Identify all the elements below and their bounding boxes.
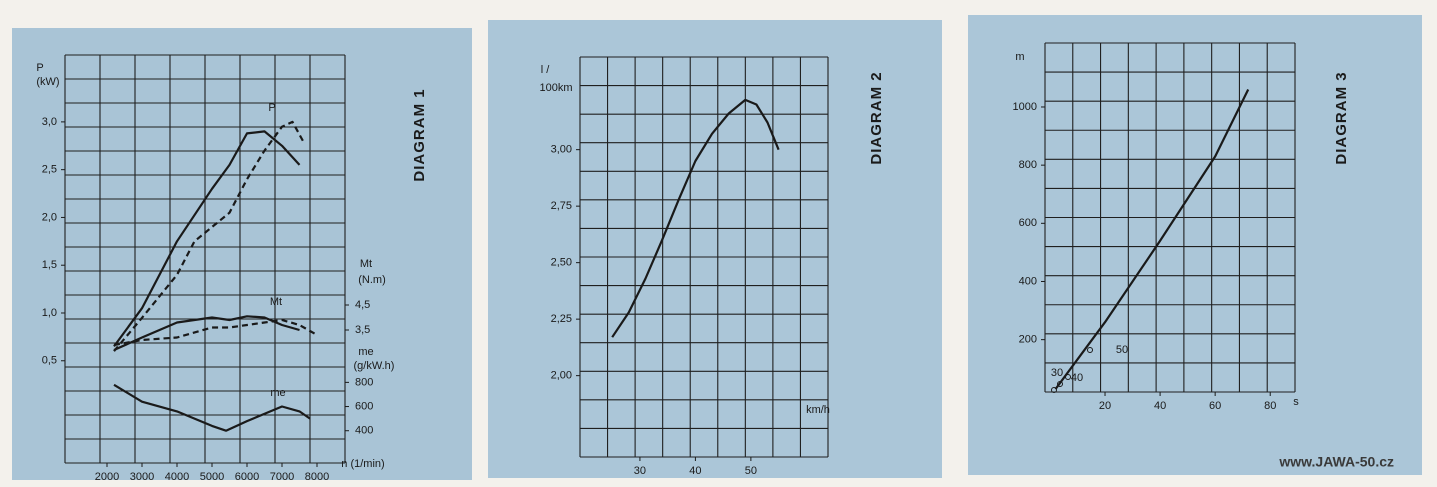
y3-tick-label: 400	[355, 425, 373, 437]
axis-label: 100km	[539, 82, 572, 94]
axis-label: (kW)	[36, 76, 59, 88]
y-tick-label: 2,5	[42, 164, 57, 176]
y-tick-label: 200	[1019, 334, 1037, 346]
x-tick-label: 60	[1209, 400, 1221, 412]
annotation: 50	[1116, 344, 1128, 356]
y-tick-label: 1000	[1013, 101, 1037, 113]
axis-label: Mt	[360, 258, 372, 270]
axis-label: l /	[541, 64, 551, 76]
x-tick-label: 30	[634, 465, 646, 477]
y3-tick-label: 800	[355, 376, 373, 388]
axis-label: me	[358, 346, 373, 358]
y-tick-label: 3,00	[551, 144, 572, 156]
x-tick-label: 2000	[95, 471, 119, 483]
panel	[12, 28, 472, 480]
chart-title: DIAGRAM 1	[411, 88, 428, 181]
annotation: 40	[1071, 372, 1083, 384]
y-tick-label: 0,5	[42, 355, 57, 367]
axis-label: P	[36, 62, 43, 74]
y-tick-label: 2,25	[551, 313, 572, 325]
y-tick-label: 1,0	[42, 307, 57, 319]
series-line	[1054, 89, 1250, 390]
watermark: www.JAWA-50.cz	[1278, 454, 1394, 470]
x-axis-label: km/h	[806, 404, 830, 416]
x-tick-label: 6000	[235, 471, 259, 483]
series-line	[113, 120, 304, 352]
x-tick-label: 3000	[130, 471, 154, 483]
y-tick-label: 3,0	[42, 116, 57, 128]
annotation: me	[270, 387, 285, 399]
series-line	[113, 383, 311, 432]
x-tick-label: 8000	[305, 471, 329, 483]
axis-label: m	[1015, 51, 1024, 63]
x-tick-label: 40	[1154, 400, 1166, 412]
marker	[1087, 347, 1093, 353]
annotation: 30	[1051, 367, 1063, 379]
x-tick-label: 5000	[200, 471, 224, 483]
axis-label: (N.m)	[358, 274, 386, 286]
x-axis-label: s	[1293, 396, 1299, 408]
marker	[1051, 387, 1057, 393]
panel	[488, 20, 942, 478]
y-tick-label: 1,5	[42, 259, 57, 271]
y-tick-label: 2,0	[42, 211, 57, 223]
y-tick-label: 2,00	[551, 370, 572, 382]
y-tick-label: 2,50	[551, 257, 572, 269]
axis-label: (g/kW.h)	[354, 360, 395, 372]
chart-title: DIAGRAM 2	[868, 71, 885, 164]
x-tick-label: 50	[745, 465, 757, 477]
y-tick-label: 800	[1019, 159, 1037, 171]
x-tick-label: 40	[689, 465, 701, 477]
y2-tick-label: 4,5	[355, 299, 370, 311]
series-line	[611, 98, 780, 338]
series-line	[113, 315, 300, 352]
annotation: Mt	[270, 296, 282, 308]
chart-title: DIAGRAM 3	[1333, 71, 1350, 164]
y2-tick-label: 3,5	[355, 324, 370, 336]
y-tick-label: 400	[1019, 275, 1037, 287]
series-line	[113, 130, 301, 348]
x-axis-label: n (1/min)	[341, 458, 384, 470]
x-tick-label: 80	[1264, 400, 1276, 412]
series-line	[113, 318, 318, 347]
y-tick-label: 2,75	[551, 200, 572, 212]
x-tick-label: 7000	[270, 471, 294, 483]
y3-tick-label: 600	[355, 400, 373, 412]
x-tick-label: 4000	[165, 471, 189, 483]
y-tick-label: 600	[1019, 217, 1037, 229]
x-tick-label: 20	[1099, 400, 1111, 412]
marker	[1065, 374, 1071, 380]
marker	[1057, 381, 1063, 387]
annotation: P	[268, 102, 275, 114]
panel	[968, 15, 1422, 475]
